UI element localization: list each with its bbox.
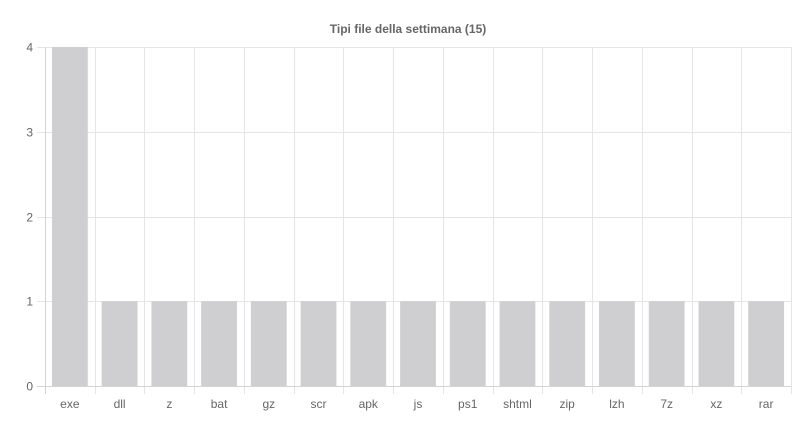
bar: [151, 301, 188, 386]
x-tick-label: lzh: [609, 397, 624, 411]
bar: [201, 301, 237, 386]
x-tick-label: ps1: [458, 397, 478, 411]
chart-title: Tipi file della settimana (15): [330, 22, 487, 36]
y-tick-label: 3: [26, 126, 33, 140]
x-tick-label: js: [413, 397, 423, 411]
bar: [698, 301, 735, 386]
bar: [101, 301, 138, 386]
y-tick-label: 2: [26, 211, 33, 225]
grid-lines: [37, 47, 792, 394]
bar: [748, 301, 785, 386]
x-tick-label: 7z: [660, 397, 673, 411]
bar: [300, 301, 337, 386]
axes: [37, 47, 791, 394]
bar: [648, 301, 685, 386]
x-tick-label: bat: [211, 397, 228, 411]
bar: [350, 301, 387, 386]
x-tick-label: gz: [262, 397, 275, 411]
bar: [599, 301, 635, 386]
x-tick-label: apk: [359, 397, 379, 411]
y-tick-label: 4: [26, 41, 33, 55]
bar: [400, 301, 436, 386]
x-tick-label: z: [166, 397, 172, 411]
y-tick-label: 1: [26, 295, 33, 309]
x-tick-label: xz: [710, 397, 722, 411]
x-tick-label: exe: [60, 397, 80, 411]
bar: [51, 47, 88, 386]
x-tick-label: zip: [560, 397, 576, 411]
x-axis-ticks: exe dll z bat gz scr apk js ps1 shtml zip lzh 7z xz ra…: [60, 397, 773, 411]
x-tick-label: rar: [759, 397, 774, 411]
x-tick-label: scr: [311, 397, 327, 411]
x-tick-label: dll: [114, 397, 126, 411]
bars: [51, 47, 785, 386]
bar: [549, 301, 586, 386]
bar: [250, 301, 287, 386]
y-tick-label: 0: [26, 380, 33, 394]
bar: [449, 301, 486, 386]
bar: [499, 301, 536, 386]
y-axis-ticks: 0 1 2 3 4: [26, 41, 33, 394]
x-tick-label: shtml: [503, 397, 532, 411]
